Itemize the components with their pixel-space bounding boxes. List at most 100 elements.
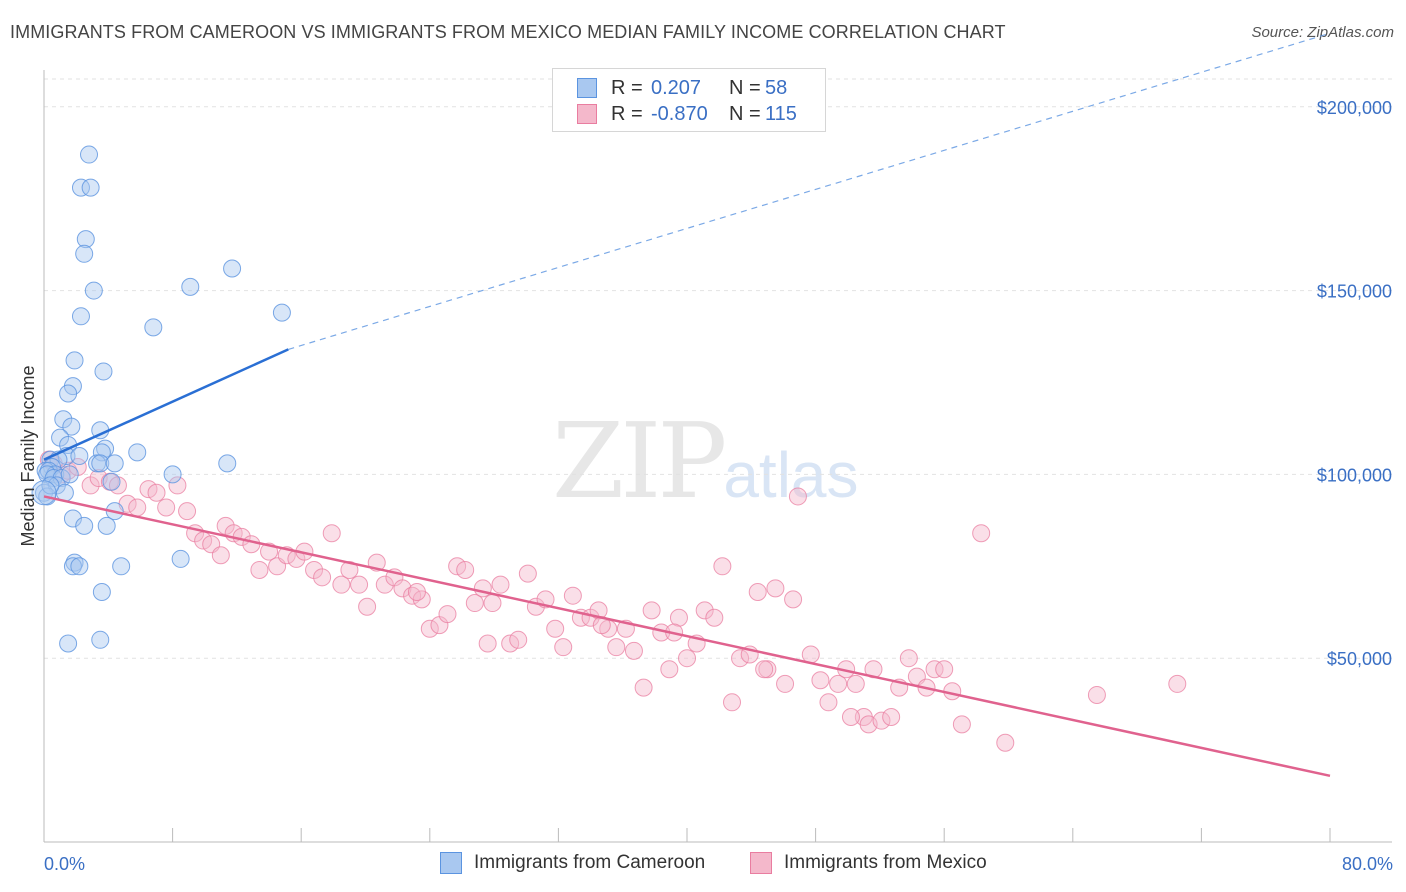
data-point-cameroon — [91, 454, 110, 473]
data-point-cameroon — [71, 307, 90, 326]
data-point-mexico — [554, 638, 573, 657]
correlation-legend: R = 0.207 N = 58 R = -0.870 N = 115 — [552, 68, 826, 132]
data-point-cameroon — [181, 277, 200, 296]
data-point-mexico — [518, 564, 537, 583]
data-point-cameroon — [171, 549, 190, 568]
data-point-cameroon — [70, 447, 89, 465]
data-point-cameroon — [75, 244, 94, 263]
trend-line-cameroon — [43, 348, 289, 461]
data-point-mexico — [935, 660, 954, 679]
watermark: ZIPatlas — [552, 400, 859, 522]
data-point-mexico — [748, 583, 767, 602]
watermark-atlas: atlas — [723, 439, 859, 511]
data-point-mexico — [375, 575, 394, 594]
legend-n-label: N = — [729, 102, 761, 125]
data-point-cameroon — [94, 362, 113, 381]
y-tick-label: $50,000 — [1327, 649, 1392, 669]
data-point-mexico — [340, 560, 359, 579]
data-point-mexico — [819, 693, 838, 712]
legend-swatch-cameroon — [440, 852, 462, 874]
data-point-mexico — [211, 546, 230, 565]
data-point-mexico — [147, 483, 166, 502]
data-point-cameroon — [59, 634, 78, 653]
data-point-mexico — [509, 630, 528, 649]
data-point-mexico — [178, 502, 197, 521]
data-point-mexico — [438, 605, 457, 624]
data-point-cameroon — [102, 472, 121, 491]
legend-item-cameroon: Immigrants from Cameroon — [440, 852, 705, 874]
data-point-mexico — [755, 660, 774, 679]
y-tick-label: $150,000 — [1317, 282, 1392, 302]
data-point-mexico — [403, 586, 422, 605]
data-point-mexico — [465, 594, 484, 613]
data-point-cameroon — [60, 465, 79, 484]
legend-r-label: R = — [611, 76, 643, 99]
data-point-cameroon — [62, 417, 81, 436]
data-point-mexico — [882, 708, 901, 727]
data-point-cameroon — [144, 318, 163, 337]
data-point-cameroon — [96, 439, 115, 458]
data-point-mexico — [695, 601, 714, 620]
source-credit: Source: ZipAtlas.com — [1251, 24, 1394, 41]
legend-n-value: 115 — [765, 102, 797, 125]
data-point-cameroon — [218, 454, 237, 473]
data-point-mexico — [952, 715, 971, 734]
legend-r-value: 0.207 — [651, 76, 702, 99]
x-tick-label: 0.0% — [44, 854, 85, 874]
data-point-mexico — [332, 575, 351, 594]
chart-title: IMMIGRANTS FROM CAMEROON VS IMMIGRANTS F… — [10, 22, 1006, 42]
legend-row-mexico: R = -0.870 N = 115 — [577, 102, 797, 126]
data-point-cameroon — [128, 443, 147, 462]
data-point-mexico — [841, 708, 860, 727]
data-point-cameroon — [272, 303, 291, 322]
data-point-mexico — [660, 660, 679, 679]
data-point-cameroon — [70, 557, 89, 576]
legend-n-label: N = — [729, 76, 761, 99]
series-mexico — [39, 450, 1187, 752]
y-tick-label: $200,000 — [1317, 98, 1392, 118]
data-point-cameroon — [105, 454, 124, 473]
data-point-cameroon — [65, 351, 84, 370]
data-point-mexico — [407, 583, 426, 602]
data-point-mexico — [766, 579, 785, 598]
data-point-mexico — [589, 601, 608, 620]
x-tick-label: 80.0% — [1342, 854, 1393, 874]
data-point-mexico — [546, 619, 565, 638]
data-point-cameroon — [84, 281, 103, 300]
data-point-mexico — [1087, 685, 1106, 704]
data-point-mexico — [776, 674, 795, 693]
data-point-cameroon — [81, 178, 100, 197]
trend-lines — [43, 32, 1331, 778]
data-point-mexico — [1168, 674, 1187, 693]
data-point-mexico — [393, 579, 412, 598]
data-point-cameroon — [59, 384, 78, 403]
axis-labels: $50,000 $100,000 $150,000 $200,000 0.0% 80.0%… — [18, 98, 1393, 874]
y-axis-title: Median Family Income — [18, 365, 38, 546]
legend-n-value: 58 — [765, 76, 788, 99]
data-point-mexico — [705, 608, 724, 627]
data-point-mexico — [491, 575, 510, 594]
data-point-mexico — [250, 560, 269, 579]
data-point-cameroon — [223, 259, 242, 278]
watermark-zip: ZIP — [552, 400, 727, 522]
data-point-mexico — [358, 597, 377, 616]
data-point-cameroon — [112, 557, 131, 576]
trend-line-mexico — [43, 495, 1331, 778]
data-point-mexico — [784, 590, 803, 609]
data-point-mexico — [456, 560, 475, 579]
data-point-mexico — [157, 498, 176, 517]
series-cameroon — [31, 145, 291, 653]
legend-label-cameroon: Immigrants from Cameroon — [474, 852, 706, 873]
data-point-mexico — [350, 575, 369, 594]
data-point-mexico — [829, 674, 848, 693]
data-point-cameroon — [92, 583, 111, 602]
axes — [43, 70, 1392, 843]
data-point-mexico — [846, 674, 865, 693]
data-point-mexico — [420, 619, 439, 638]
y-tick-label: $100,000 — [1317, 465, 1392, 485]
data-point-cameroon — [63, 509, 82, 528]
data-point-mexico — [669, 608, 688, 627]
legend-swatch-mexico — [750, 852, 772, 874]
legend-r-label: R = — [611, 102, 643, 125]
data-point-mexico — [128, 498, 147, 517]
